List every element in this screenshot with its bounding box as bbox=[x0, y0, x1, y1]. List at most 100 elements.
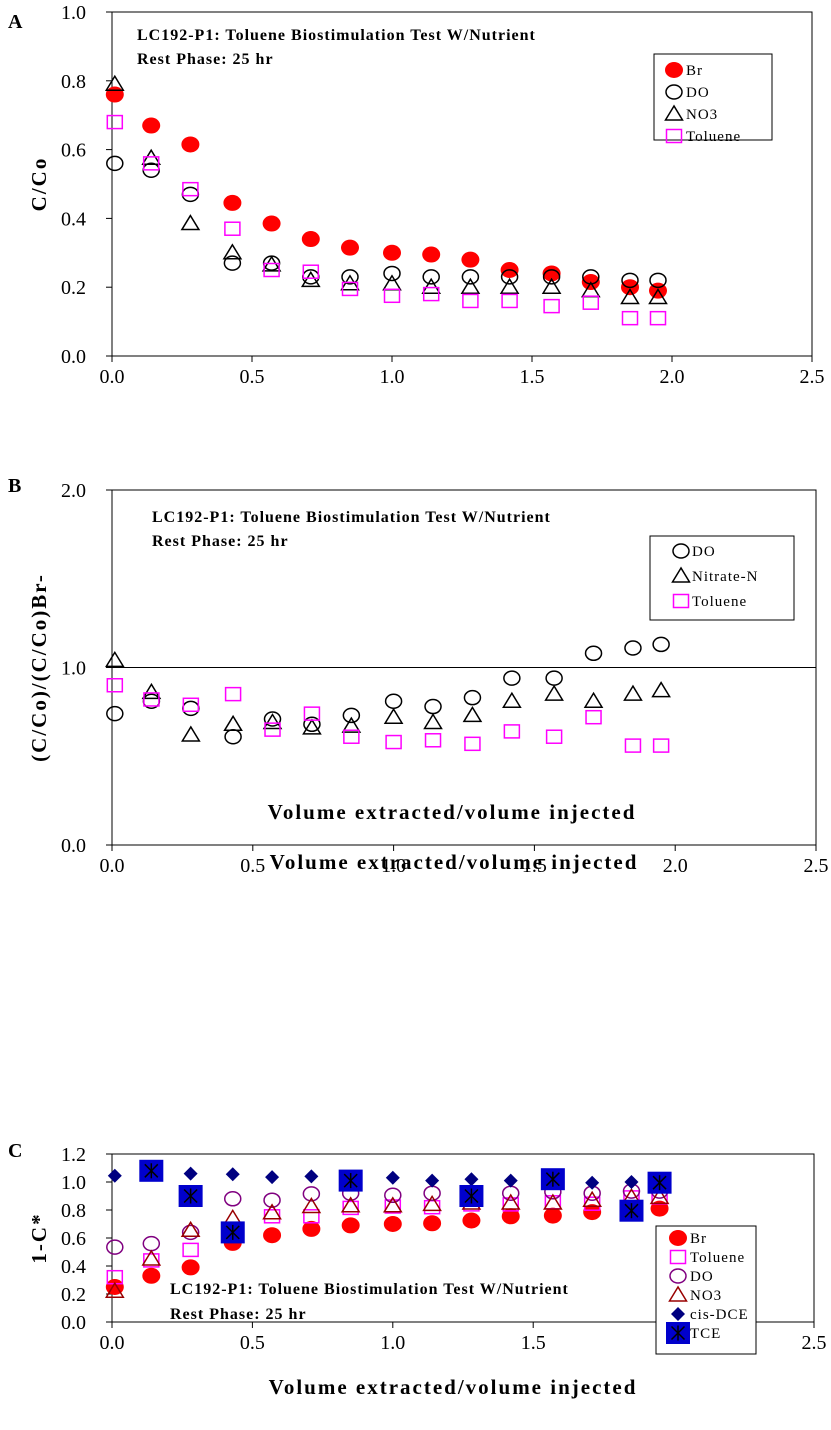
panel-c-br-point bbox=[302, 1220, 321, 1237]
panel-b-nitrate-n-point bbox=[462, 705, 483, 723]
panel-b: B 0.0 0.5 1.0 1.5 2.0 2.5 0.0 1.0 2.0 Volume extra… bbox=[8, 475, 829, 877]
panel-a-toluene-point bbox=[383, 288, 401, 304]
panel-a-no3-point bbox=[460, 277, 481, 294]
panel-c-tce-point bbox=[220, 1221, 245, 1244]
panel-c-x-tick-label: 0.0 bbox=[100, 1332, 125, 1354]
panel-c-toluene-point bbox=[423, 1199, 441, 1215]
panel-a-toluene-point bbox=[182, 181, 199, 197]
panel-c-tce-point bbox=[178, 1185, 203, 1207]
panel-c-br-point bbox=[263, 1227, 282, 1244]
panel-b-nitrate-n-point bbox=[623, 684, 643, 701]
panel-b-nitrate-n-point bbox=[262, 713, 283, 730]
panel-a-no3-point bbox=[620, 288, 640, 305]
panel-a-toluene-point bbox=[649, 310, 667, 326]
panel-a-do-point bbox=[422, 269, 440, 285]
panel-a-do-point bbox=[383, 265, 401, 282]
panel-c-no3-point bbox=[180, 1220, 201, 1238]
panel-b-series-nitrate-n bbox=[104, 650, 671, 742]
panel-a-do-point bbox=[223, 255, 242, 271]
panel-a-x-tick-label: 2.0 bbox=[660, 366, 685, 388]
panel-c-toluene-point bbox=[143, 1253, 160, 1268]
panel-c-no3-point bbox=[340, 1196, 361, 1213]
panel-a-do-point bbox=[500, 269, 519, 285]
panel-b-x-tick-label: 1.0 bbox=[381, 855, 406, 877]
panel-b-do-point bbox=[263, 711, 282, 727]
panel-a-legend-marker-no3 bbox=[664, 104, 684, 121]
panel-c-y-tick-label: 1.2 bbox=[61, 1144, 86, 1166]
panel-c-y-tick-label: 0.4 bbox=[61, 1256, 86, 1278]
panel-c-cis-dce-point bbox=[107, 1168, 122, 1183]
panel-c-legend-label-cis-dce: cis-DCE bbox=[690, 1307, 749, 1323]
panel-a-y-tick-label: 0.2 bbox=[61, 277, 86, 299]
panel-b-x-tick-label: 1.5 bbox=[522, 855, 547, 877]
panel-b-legend-marker-toluene bbox=[672, 593, 690, 609]
panel-b-toluene-point bbox=[224, 686, 242, 702]
panel-c-y-tick-label: 0.0 bbox=[61, 1312, 86, 1334]
panel-a-br-point bbox=[142, 117, 161, 134]
panel-b-do-point bbox=[303, 716, 321, 733]
panel-a-toluene-point bbox=[621, 310, 639, 326]
panel-b-y-tick-label: 1.0 bbox=[61, 658, 86, 680]
panel-c-tce-point bbox=[540, 1168, 565, 1191]
panel-a-br-point bbox=[542, 265, 561, 282]
panel-c-x-tick-label: 1.0 bbox=[380, 1332, 405, 1354]
panel-c-toluene-point bbox=[303, 1209, 320, 1224]
panel-c-br-point bbox=[423, 1215, 442, 1232]
panel-c: C0.00.51.01.52.02.50.00.20.40.60.81.01.2… bbox=[8, 1140, 827, 1399]
panel-c-series-tce bbox=[139, 1159, 672, 1244]
panel-a-toluene-point bbox=[302, 264, 320, 279]
panel-b-legend-marker-nitrate-n bbox=[671, 566, 691, 583]
panel-b-series-toluene bbox=[106, 678, 670, 753]
panel-c-cis-dce-point bbox=[624, 1175, 639, 1189]
panel-c-x-axis-title: Volume extracted/volume injected bbox=[269, 1375, 638, 1399]
panel-c-br-point bbox=[383, 1216, 402, 1232]
panel-c-toluene-point bbox=[502, 1197, 519, 1212]
panel-c-tce-point bbox=[459, 1185, 484, 1207]
panel-b-x-axis-title: Volume extracted/volume injected bbox=[270, 850, 639, 874]
panel-a-x-tick-label: 0.5 bbox=[240, 366, 265, 388]
panel-a-toluene-point bbox=[582, 295, 600, 310]
panel-c-y-tick-label: 1.0 bbox=[61, 1172, 86, 1194]
panel-b-y-tick-label: 0.0 bbox=[61, 835, 86, 857]
panel-a-legend-label-no3: NO3 bbox=[686, 107, 718, 123]
panel-a-no3-point bbox=[421, 277, 442, 294]
panel-b-do-point bbox=[503, 670, 521, 686]
panel-b-do-point bbox=[384, 693, 403, 709]
panel-c-br-point bbox=[462, 1212, 481, 1229]
panel-a-toluene-point bbox=[341, 281, 359, 297]
panel-c-br-point bbox=[341, 1217, 360, 1234]
panel-b-nitrate-n-point bbox=[223, 714, 243, 732]
panel-b-x-tick-label: 2.0 bbox=[663, 855, 688, 877]
panel-a-annotation-line: Rest Phase: 25 hr bbox=[137, 51, 274, 68]
panel-c-do-point bbox=[302, 1186, 321, 1202]
panel-c-annotation-line: Rest Phase: 25 hr bbox=[170, 1306, 307, 1323]
panel-b-toluene-point bbox=[652, 738, 670, 753]
panel-c-do-point bbox=[384, 1187, 402, 1204]
panel-c-legend-marker-br bbox=[669, 1230, 687, 1246]
panel-a-no3-point bbox=[222, 243, 243, 260]
panel-c-tce-point bbox=[139, 1159, 164, 1182]
panel-b-toluene-point bbox=[424, 733, 442, 748]
panel-b-y-tick-label: 2.0 bbox=[61, 480, 86, 502]
panel-c-br-point bbox=[583, 1204, 602, 1221]
panel-c-no3-point bbox=[500, 1193, 521, 1210]
panel-a-toluene-point bbox=[142, 156, 160, 171]
panel-b-nitrate-n-point bbox=[651, 681, 671, 698]
panel-b-nitrate-n-point bbox=[583, 691, 604, 708]
panel-a-no3-point bbox=[648, 288, 668, 305]
panel-a-do-point bbox=[621, 272, 639, 289]
panel-a-series-toluene bbox=[106, 114, 667, 326]
panel-a-series-do bbox=[106, 155, 667, 289]
panel-b-legend-label-toluene: Toluene bbox=[692, 594, 747, 610]
panel-b-nitrate-n-point bbox=[181, 725, 201, 742]
panel-a-do-point bbox=[649, 272, 667, 289]
panel-c-annotation-line: LC192-P1: Toluene Biostimulation Test W/… bbox=[170, 1281, 569, 1298]
panel-c-no3-point bbox=[301, 1197, 322, 1214]
panel-a-annotation-line: LC192-P1: Toluene Biostimulation Test W/… bbox=[137, 27, 536, 44]
panel-b-do-point bbox=[424, 698, 442, 715]
panel-c-legend-label-tce: TCE bbox=[690, 1326, 721, 1342]
panel-a-y-tick-label: 0.6 bbox=[61, 140, 86, 162]
panel-a-toluene-point bbox=[224, 221, 241, 236]
panel-b-toluene-point bbox=[303, 706, 321, 721]
